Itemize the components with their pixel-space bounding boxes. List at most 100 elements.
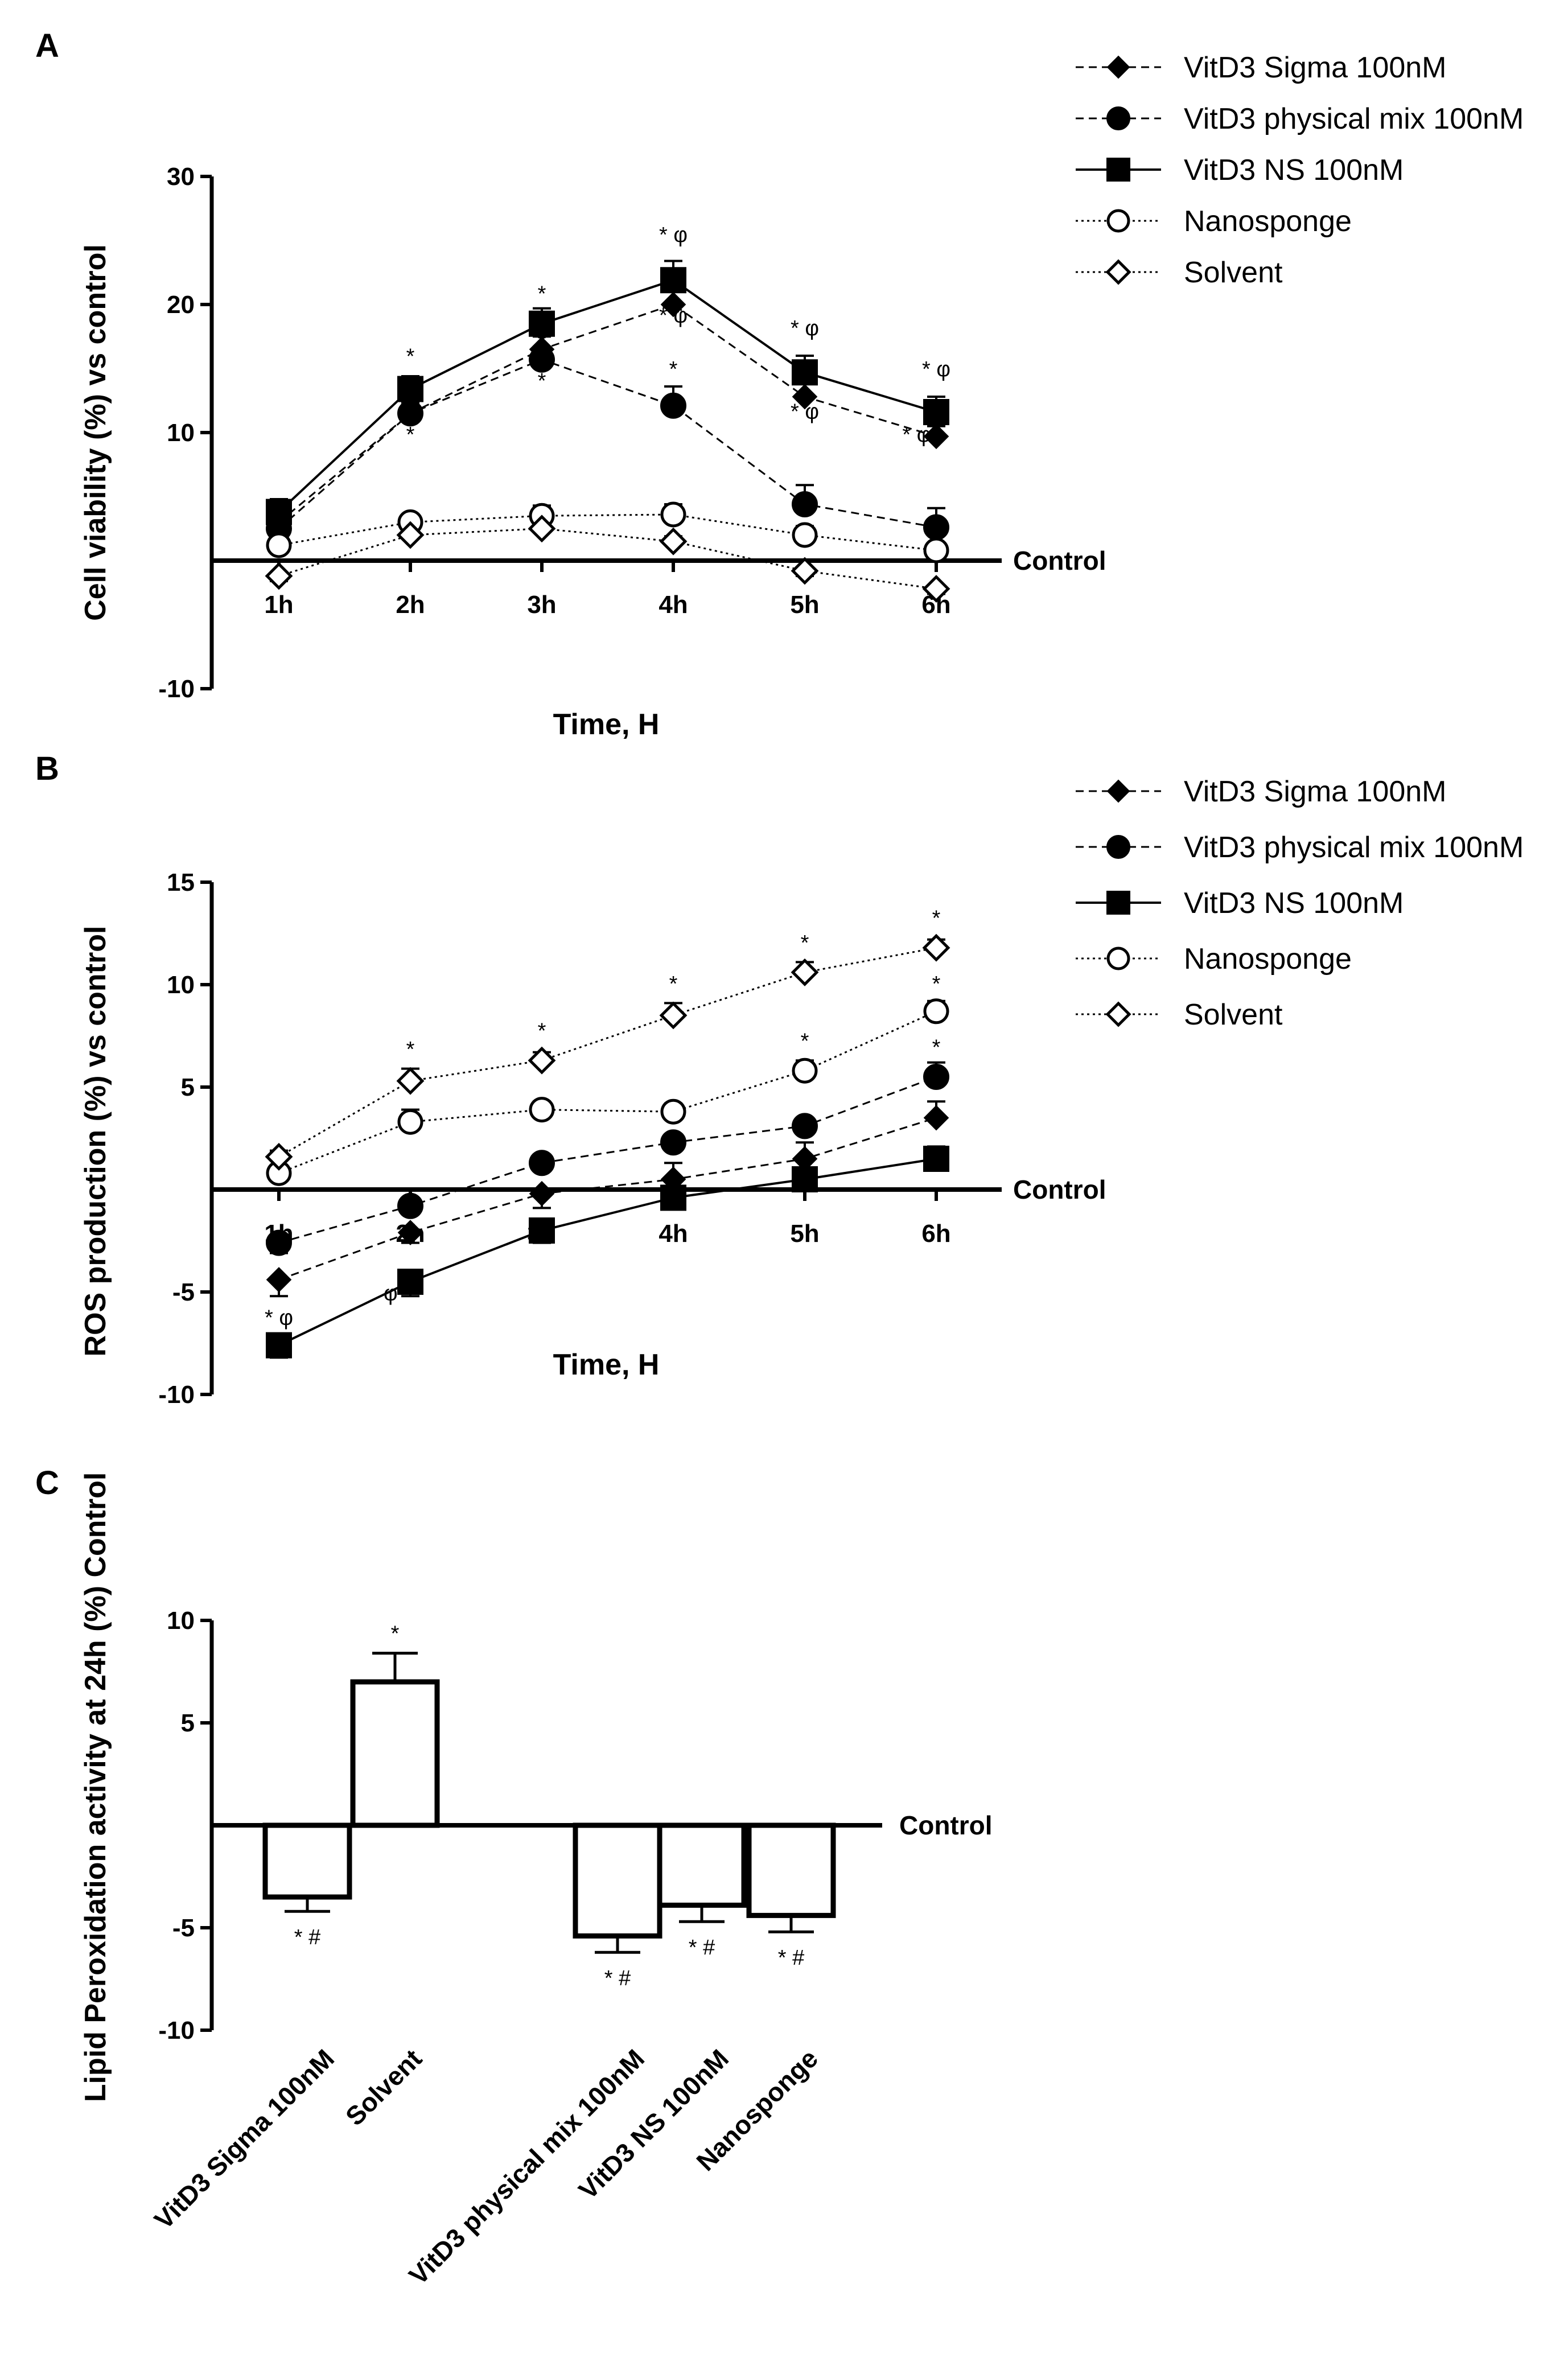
y-tick-label: -5 <box>172 1278 195 1306</box>
y-tick-label: 5 <box>181 1709 195 1737</box>
significance-label: * <box>932 907 941 931</box>
y-axis-title: Lipid Peroxidation activity at 24h (%) C… <box>79 1472 112 2102</box>
significance-label: * <box>406 345 415 369</box>
x-axis-title: Time, H <box>553 708 660 741</box>
bar-group: * #VitD3 physical mix 100nM <box>403 1822 662 2290</box>
data-point <box>265 1142 293 1171</box>
legend-label: VitD3 physical mix 100nM <box>1184 102 1524 135</box>
data-point <box>660 1098 686 1125</box>
significance-label: φ <box>384 1281 398 1305</box>
data-point <box>397 400 423 427</box>
y-tick-label: -10 <box>158 1381 195 1409</box>
legend-label: Nanosponge <box>1184 205 1352 238</box>
data-point <box>528 515 556 543</box>
data-point <box>923 1105 949 1131</box>
data-point <box>923 1146 949 1172</box>
y-tick-label: 20 <box>167 291 195 319</box>
series-3 <box>266 260 949 525</box>
significance-label: * <box>932 1035 941 1059</box>
series-5 <box>265 933 950 1171</box>
legend-marker <box>1105 1001 1131 1027</box>
data-point <box>529 1097 555 1123</box>
y-tick-label: -10 <box>158 2017 195 2044</box>
significance-label: * <box>406 423 415 447</box>
significance-label: * φ <box>791 400 819 423</box>
panel-letter: A <box>35 27 59 64</box>
series-line <box>278 1158 937 1347</box>
y-tick-label: 15 <box>167 869 195 896</box>
significance-label: * # <box>294 1925 320 1949</box>
data-point <box>397 1220 423 1245</box>
data-point <box>396 1067 425 1095</box>
x-tick-label: 6h <box>921 1220 950 1248</box>
significance-label: * φ <box>659 304 688 328</box>
legend-label: Nanosponge <box>1184 943 1352 976</box>
data-point <box>792 384 818 410</box>
significance-label: * <box>538 369 546 393</box>
panel-letter: C <box>35 1464 59 1501</box>
data-point <box>923 399 949 425</box>
data-point <box>923 998 949 1024</box>
y-tick-label: 5 <box>181 1073 195 1101</box>
data-point <box>660 501 686 528</box>
y-tick-label: 30 <box>167 163 195 191</box>
significance-label: * φ <box>902 423 931 447</box>
legend-label: VitD3 NS 100nM <box>1184 887 1404 920</box>
legend-marker <box>1106 55 1130 79</box>
data-point <box>266 499 292 525</box>
data-point <box>660 1129 686 1156</box>
y-axis-title: Cell viability (%) vs control <box>79 244 112 621</box>
y-tick-label: 10 <box>167 971 195 999</box>
data-point <box>660 267 686 294</box>
bar-group: * Solvent <box>340 1622 440 2132</box>
data-point <box>659 527 688 556</box>
data-point <box>792 491 818 517</box>
legend-label: VitD3 physical mix 100nM <box>1184 831 1524 864</box>
data-point <box>792 1058 818 1084</box>
series-4 <box>266 998 949 1186</box>
panel-letter: B <box>35 750 59 787</box>
significance-label: * # <box>689 1936 715 1960</box>
x-tick-label: 4h <box>659 591 688 619</box>
y-tick-label: 10 <box>167 1607 195 1635</box>
legend-label: VitD3 Sigma 100nM <box>1184 51 1447 84</box>
panel-c: C -10 -5 5 10 Control Lipid Peroxidation activ… <box>35 1464 993 2290</box>
legend-marker <box>1106 106 1130 130</box>
data-point <box>660 392 686 419</box>
data-point <box>529 1150 555 1176</box>
data-point <box>922 575 950 603</box>
data-point <box>266 1229 292 1256</box>
data-point <box>792 359 818 386</box>
series-line <box>278 513 937 552</box>
panel-b: B-10-5510151h2h3h4h5h6hControlTime, HROS… <box>35 750 1524 1409</box>
legend-marker <box>1106 779 1130 803</box>
significance-label: * <box>538 1019 546 1043</box>
data-point <box>529 1217 555 1244</box>
significance-label: * <box>669 357 678 381</box>
data-point <box>660 1184 686 1211</box>
series-5 <box>265 515 950 603</box>
bar <box>573 1822 662 1939</box>
data-point <box>923 1064 949 1090</box>
baseline-label: Control <box>899 1810 993 1840</box>
significance-label: * <box>391 1622 400 1646</box>
series-line <box>278 528 937 590</box>
legend-marker <box>1105 259 1131 285</box>
data-point <box>660 291 686 318</box>
series-line <box>278 1076 937 1244</box>
legend-marker <box>1106 158 1130 182</box>
data-point <box>529 346 555 373</box>
baseline-label: Control <box>1013 546 1106 575</box>
significance-label: * <box>538 282 546 306</box>
x-tick-label: 4h <box>659 1220 688 1248</box>
category-label: Solvent <box>340 2043 427 2131</box>
data-point <box>792 1166 818 1192</box>
data-point <box>397 1109 423 1135</box>
category-label: VitD3 NS 100nM <box>573 2043 734 2205</box>
data-point <box>397 1269 423 1295</box>
significance-label: * φ <box>791 316 819 340</box>
data-point <box>923 537 949 563</box>
significance-label: * <box>801 1030 809 1054</box>
